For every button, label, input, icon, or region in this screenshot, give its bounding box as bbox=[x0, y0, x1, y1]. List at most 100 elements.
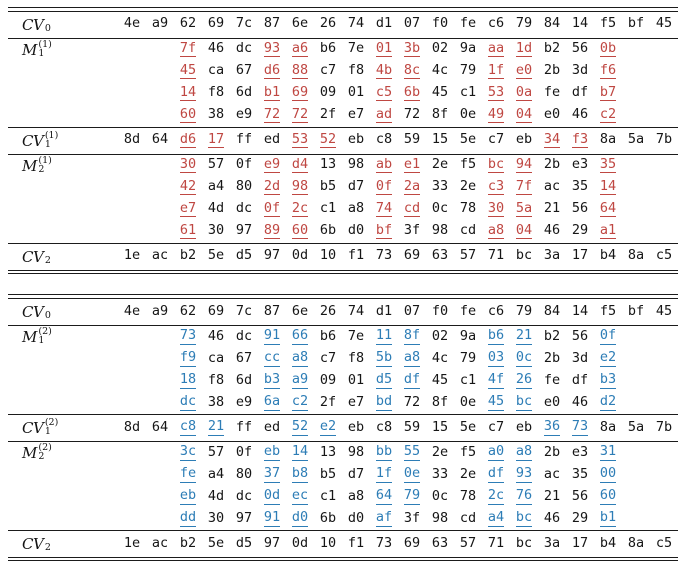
row-label-base: CV bbox=[22, 302, 44, 321]
hex-byte: 79 bbox=[459, 62, 477, 79]
hex-byte: a9 bbox=[151, 302, 169, 319]
hex-byte-highlighted: f3 bbox=[571, 130, 589, 149]
hex-byte: 35 bbox=[571, 178, 589, 195]
hex-byte-highlighted: b1 bbox=[263, 83, 281, 102]
hex-byte: 4c bbox=[431, 62, 449, 79]
hex-byte: 30 bbox=[207, 509, 225, 526]
hex-byte-highlighted: 45 bbox=[179, 61, 197, 80]
row-label-scripts: (2) 1 bbox=[44, 418, 58, 437]
hex-byte: 8f bbox=[431, 106, 449, 123]
hex-byte: eb bbox=[515, 131, 533, 148]
hex-byte-highlighted: 53 bbox=[291, 130, 309, 149]
hex-byte: 7c bbox=[235, 15, 253, 32]
hex-byte: eb bbox=[347, 418, 365, 435]
hex-byte: f8 bbox=[207, 84, 225, 101]
row-label-scripts: 2 bbox=[45, 535, 51, 552]
hex-byte-highlighted: bc bbox=[515, 509, 533, 527]
table-rule-single bbox=[8, 126, 678, 128]
hex-byte: e3 bbox=[571, 443, 589, 460]
hex-byte: 8f bbox=[431, 393, 449, 410]
hex-byte-highlighted: 8f bbox=[403, 327, 421, 345]
hex-byte: 8a bbox=[627, 247, 645, 264]
hex-byte: a8 bbox=[347, 487, 365, 504]
hex-byte-highlighted: c3 bbox=[487, 177, 505, 196]
hex-byte: 1e bbox=[123, 534, 141, 551]
hex-byte-highlighted: b6 bbox=[487, 327, 505, 345]
hex-byte-highlighted: 11 bbox=[375, 327, 393, 345]
hex-byte-highlighted: 60 bbox=[179, 105, 197, 124]
hex-byte: e3 bbox=[571, 156, 589, 173]
row-label-subscript: 1 bbox=[38, 334, 45, 346]
hex-byte: d0 bbox=[347, 222, 365, 239]
hex-byte-highlighted: a8 bbox=[403, 349, 421, 367]
row-label-subscript: 0 bbox=[44, 309, 51, 321]
hex-byte-highlighted: 21 bbox=[515, 327, 533, 345]
hex-byte-highlighted: 7f bbox=[515, 177, 533, 196]
hex-byte: ac bbox=[151, 534, 169, 551]
hex-byte: 4d bbox=[207, 487, 225, 504]
hex-byte: a9 bbox=[151, 15, 169, 32]
hex-byte: 17 bbox=[571, 534, 589, 551]
hex-byte: b5 bbox=[319, 178, 337, 195]
row-label-superscript: (1) bbox=[44, 130, 59, 142]
hex-byte-highlighted: a8 bbox=[291, 349, 309, 367]
hex-byte-highlighted: 34 bbox=[543, 130, 561, 149]
table-row: eb 4d dc 0d ec c1 a8 64 79 0c 78 2c 76 21 56 60 bbox=[8, 486, 678, 508]
hex-byte: 3a bbox=[543, 534, 561, 551]
hex-byte: 2f bbox=[319, 106, 337, 123]
hex-byte-highlighted: 73 bbox=[571, 418, 589, 436]
row-label-superscript: (2) bbox=[38, 442, 52, 454]
hex-byte-highlighted: e2 bbox=[319, 418, 337, 436]
row-label-superscript: (1) bbox=[38, 39, 52, 51]
hex-byte: 63 bbox=[431, 247, 449, 264]
hex-byte-highlighted: b1 bbox=[599, 509, 617, 527]
hex-byte-highlighted: 36 bbox=[543, 418, 561, 436]
hex-byte: 57 bbox=[459, 534, 477, 551]
hex-byte: f1 bbox=[347, 247, 365, 264]
hex-byte: 79 bbox=[459, 349, 477, 366]
hex-byte-highlighted: e9 bbox=[263, 155, 281, 174]
hex-byte: 7b bbox=[655, 131, 673, 148]
hex-byte: 71 bbox=[487, 247, 505, 264]
row-label: M (2) 2 bbox=[8, 442, 118, 462]
hex-byte: ac bbox=[543, 178, 561, 195]
table-row: M (1) 2 30 57 0f e9 d4 13 98 ab e1 2e f5 bc 94 2b e3 35 bbox=[8, 155, 678, 177]
hex-byte-highlighted: b8 bbox=[291, 465, 309, 483]
hex-byte: 46 bbox=[543, 509, 561, 526]
hex-byte: d5 bbox=[235, 534, 253, 551]
hex-byte: ca bbox=[207, 62, 225, 79]
row-label-base: M bbox=[22, 443, 37, 462]
hex-byte: 3d bbox=[571, 349, 589, 366]
hex-byte-highlighted: eb bbox=[179, 487, 197, 505]
hex-byte-highlighted: 2a bbox=[403, 177, 421, 196]
hex-byte-highlighted: e1 bbox=[403, 155, 421, 174]
hex-byte: dc bbox=[235, 200, 253, 217]
hex-byte: 5e bbox=[459, 131, 477, 148]
hex-byte: 78 bbox=[459, 200, 477, 217]
table-row: 45 ca 67 d6 88 c7 f8 4b 8c 4c 79 1f e0 2b 3d f6 bbox=[8, 61, 678, 83]
hex-byte: 5a bbox=[627, 131, 645, 148]
hex-byte-highlighted: d6 bbox=[179, 130, 197, 149]
hex-byte-highlighted: 0a bbox=[515, 83, 533, 102]
hex-byte: 5e bbox=[207, 534, 225, 551]
hex-byte: 14 bbox=[571, 302, 589, 319]
row-label: CV 2 bbox=[8, 248, 118, 266]
hex-byte: c1 bbox=[459, 371, 477, 388]
hex-byte-highlighted: 5a bbox=[515, 199, 533, 218]
hex-byte: 09 bbox=[319, 371, 337, 388]
hex-byte: 9a bbox=[459, 40, 477, 57]
hex-byte: df bbox=[571, 371, 589, 388]
table-row: CV (2) 1 8d 64 c8 21 ff ed 52 e2 eb c8 59 15 5e c7 eb 36 73… bbox=[8, 415, 678, 441]
table-row: 42 a4 80 2d 98 b5 d7 0f 2a 33 2e c3 7f ac 35 14 bbox=[8, 177, 678, 199]
row-label-base: M bbox=[22, 327, 37, 346]
hex-byte-highlighted: 14 bbox=[291, 443, 309, 461]
hex-byte: 8d bbox=[123, 418, 141, 435]
row-label-subscript: 1 bbox=[44, 425, 51, 437]
hex-byte: 56 bbox=[571, 487, 589, 504]
hex-byte: c1 bbox=[319, 487, 337, 504]
hex-byte: 87 bbox=[263, 15, 281, 32]
hex-byte-highlighted: 37 bbox=[263, 465, 281, 483]
hex-byte: 45 bbox=[431, 371, 449, 388]
hex-byte-highlighted: 4b bbox=[375, 61, 393, 80]
hex-byte: 57 bbox=[207, 443, 225, 460]
